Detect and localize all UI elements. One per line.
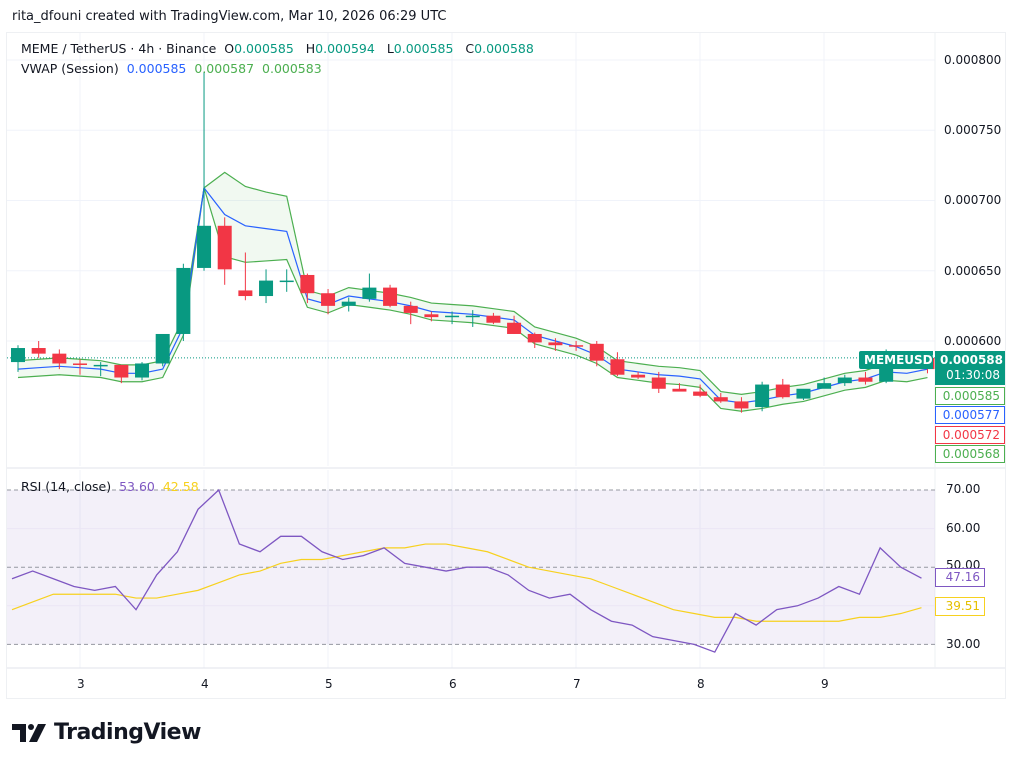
time-axis-label: 5 <box>325 677 333 691</box>
candle-body <box>73 363 88 365</box>
price-axis-label: 0.000600 <box>944 334 1002 348</box>
candle-body <box>403 305 418 313</box>
vwap-tag: 0.000577 <box>935 406 1005 424</box>
candle-body <box>445 315 460 318</box>
candle-body <box>672 388 687 392</box>
candle-body <box>300 274 315 294</box>
candle-body <box>383 287 398 306</box>
price-axis-label: 0.000700 <box>944 193 1002 207</box>
symbol-tag: MEMEUSDT <box>859 351 941 369</box>
candle-body <box>114 364 129 378</box>
candle-body <box>217 225 232 270</box>
time-axis-label: 9 <box>821 677 829 691</box>
tradingview-wordmark: TradingView <box>54 720 201 745</box>
candle-body <box>197 225 212 268</box>
symbol-legend: MEME / TetherUS · 4h · Binance O0.000585… <box>21 41 534 56</box>
candle-body <box>135 363 150 378</box>
candle-body <box>238 290 253 297</box>
time-axis-label: 6 <box>449 677 457 691</box>
candle-body <box>341 301 356 306</box>
last-price-tag: 0.000588 01:30:08 <box>935 351 1005 385</box>
candle-body <box>651 377 666 389</box>
vwap-upper-value: 0.000587 <box>194 61 255 76</box>
time-axis-label: 8 <box>697 677 705 691</box>
rsi-legend: RSI (14, close) 53.60 42.58 <box>21 479 203 494</box>
candle-body <box>589 343 604 361</box>
candle-body <box>52 353 67 364</box>
tradingview-logo[interactable]: TradingView <box>12 720 201 745</box>
close-value: 0.000588 <box>474 41 534 56</box>
vwap-legend: VWAP (Session) 0.000585 0.000587 0.00058… <box>21 61 326 76</box>
vwap-lower-tag: 0.000568 <box>935 445 1005 463</box>
rsi-value: 53.60 <box>119 479 155 494</box>
candle-body <box>693 391 708 396</box>
rsi-axis-label: 30.00 <box>946 637 981 651</box>
candle-body <box>755 384 770 408</box>
candle-body <box>362 287 377 299</box>
candle-body <box>837 377 852 384</box>
time-axis-label: 7 <box>573 677 581 691</box>
candle-body <box>527 333 542 343</box>
candle-body <box>259 280 274 297</box>
price-axis-label: 0.000650 <box>944 264 1002 278</box>
price-axis-label: 0.000750 <box>944 123 1002 137</box>
vwap-label[interactable]: VWAP (Session) <box>21 61 119 76</box>
tradingview-logo-icon <box>12 723 46 742</box>
vwap-value: 0.000585 <box>126 61 187 76</box>
candle-body <box>176 267 191 334</box>
candle-body <box>548 342 563 346</box>
low-value: 0.000585 <box>393 41 454 56</box>
candle-body <box>93 364 108 367</box>
high-value: 0.000594 <box>315 41 375 56</box>
symbol-label: MEME / TetherUS · 4h · Binance <box>21 41 217 56</box>
chart-frame <box>6 32 1006 699</box>
rsi-ma-value: 42.58 <box>162 479 199 494</box>
candle-body <box>775 384 790 398</box>
candle-body <box>610 359 625 375</box>
candle-body <box>465 315 480 318</box>
vwap-lower-value: 0.000583 <box>262 61 322 76</box>
candle-body <box>507 322 522 334</box>
candle-body <box>631 374 646 378</box>
candle-body <box>713 397 728 402</box>
candle-body <box>279 280 294 283</box>
candle-body <box>858 377 873 382</box>
last-price: 0.000588 <box>940 353 1004 367</box>
rsi-ma-tag: 39.51 <box>935 597 985 616</box>
candle-body <box>569 345 584 347</box>
rsi-label[interactable]: RSI (14, close) <box>21 479 112 494</box>
candle-body <box>11 348 25 363</box>
candle-body <box>31 348 46 354</box>
candle-body <box>734 401 749 409</box>
candle-body <box>321 293 336 306</box>
bar-countdown: 01:30:08 <box>946 368 1000 382</box>
time-axis-label: 3 <box>77 677 85 691</box>
candle-body <box>155 333 170 364</box>
rsi-tag: 47.16 <box>935 568 985 587</box>
time-axis-label: 4 <box>201 677 209 691</box>
rsi-axis-label: 70.00 <box>946 482 981 496</box>
price-axis-label: 0.000800 <box>944 53 1002 67</box>
open-value: 0.000585 <box>234 41 294 56</box>
chart-caption: rita_dfouni created with TradingView.com… <box>12 9 447 24</box>
candle-body <box>486 315 501 323</box>
vwap-upper-tag: 0.000585 <box>935 387 1005 405</box>
candle-body <box>796 388 811 399</box>
candle-body <box>817 383 832 389</box>
candle-body <box>424 314 439 318</box>
low-tag: 0.000572 <box>935 426 1005 444</box>
rsi-axis-label: 60.00 <box>946 521 981 535</box>
